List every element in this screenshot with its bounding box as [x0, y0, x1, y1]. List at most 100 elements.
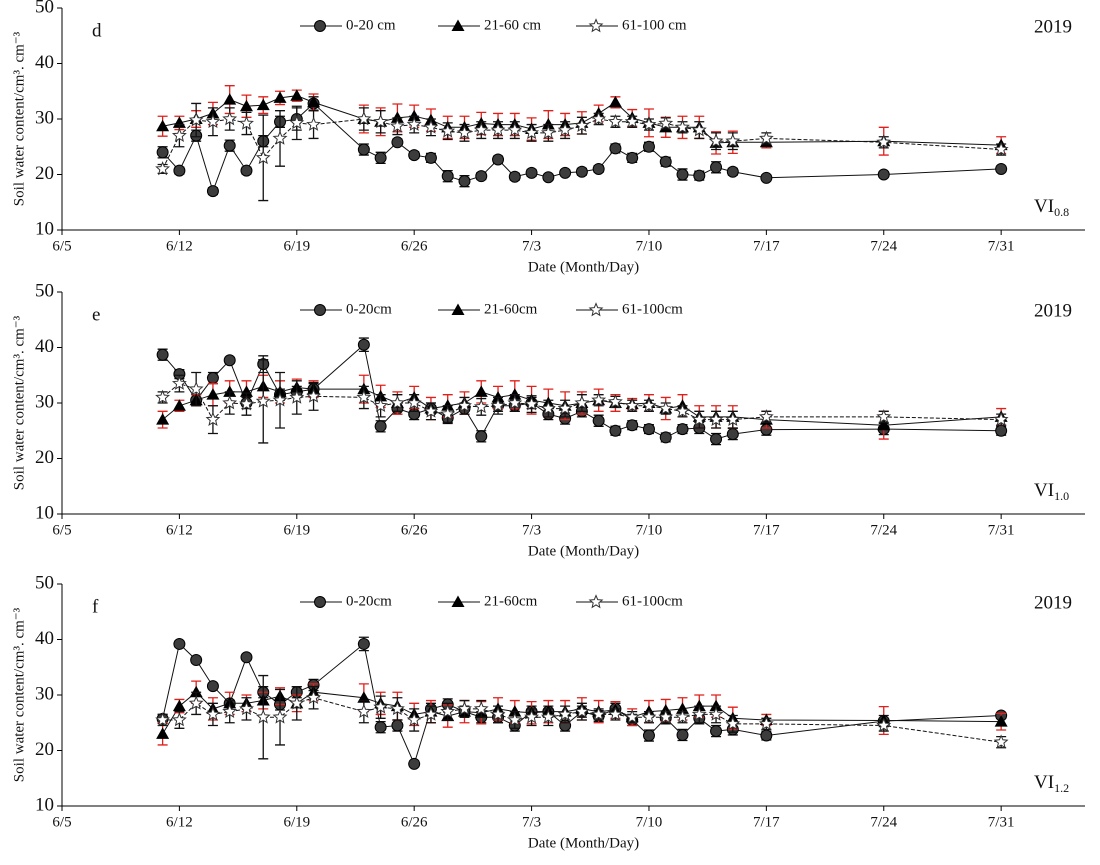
- data-point: [440, 406, 456, 421]
- data-point: [993, 734, 1009, 749]
- data-point: [356, 111, 372, 126]
- data-point: [642, 140, 655, 153]
- y-tick-label: 40: [35, 336, 54, 357]
- data-point: [492, 153, 505, 166]
- data-point: [306, 388, 321, 403]
- data-point: [994, 715, 1008, 727]
- data-point: [389, 395, 405, 410]
- x-tick-label: 7/24: [870, 522, 897, 538]
- data-point: [473, 701, 489, 716]
- x-tick-label: 7/31: [988, 814, 1015, 830]
- legend-marker: [314, 304, 326, 316]
- data-point: [441, 170, 454, 183]
- data-point: [675, 119, 690, 134]
- data-point: [188, 695, 204, 710]
- data-point: [307, 95, 321, 108]
- data-point: [240, 164, 253, 177]
- data-point: [156, 119, 170, 132]
- x-tick-label: 7/31: [988, 522, 1015, 538]
- data-point: [458, 175, 471, 188]
- data-point: [675, 709, 690, 724]
- data-point: [708, 411, 724, 426]
- legend-label: 61-100 cm: [622, 17, 687, 33]
- data-point: [171, 712, 187, 727]
- data-point: [206, 680, 219, 693]
- data-point: [205, 706, 221, 721]
- data-point: [190, 654, 203, 667]
- data-point: [607, 113, 623, 129]
- data-point: [490, 706, 506, 721]
- data-point: [155, 161, 171, 176]
- data-point: [557, 122, 573, 137]
- data-point: [239, 115, 254, 130]
- year: 2019: [1034, 300, 1072, 321]
- data-point: [609, 424, 622, 437]
- data-point: [626, 151, 639, 164]
- data-point: [758, 409, 774, 424]
- data-point: [559, 166, 572, 179]
- data-point: [592, 162, 605, 175]
- data-point: [541, 118, 555, 130]
- data-point: [993, 141, 1009, 156]
- data-point: [608, 95, 622, 108]
- data-point: [710, 433, 723, 446]
- data-point: [725, 411, 741, 426]
- y-tick-label: 50: [35, 572, 54, 593]
- annotation-sub: 1.2: [1054, 781, 1069, 795]
- data-point: [708, 133, 724, 148]
- data-point: [490, 122, 506, 137]
- x-tick-label: 7/3: [522, 238, 541, 254]
- y-tick-label: 30: [35, 683, 54, 704]
- x-tick-label: 6/5: [52, 522, 71, 538]
- data-point: [473, 122, 489, 137]
- data-point: [507, 395, 523, 410]
- legend-marker: [588, 302, 604, 317]
- data-point: [356, 389, 372, 404]
- data-point: [272, 130, 288, 145]
- data-point: [408, 757, 421, 770]
- data-point: [389, 701, 405, 716]
- data-point: [726, 428, 739, 441]
- data-point: [391, 136, 404, 149]
- data-point: [557, 706, 573, 721]
- x-tick-label: 7/17: [753, 238, 780, 254]
- x-tick-label: 7/10: [636, 814, 663, 830]
- data-point: [423, 706, 439, 721]
- x-tick-label: 6/26: [401, 238, 428, 254]
- data-point: [659, 155, 672, 168]
- annotation-main: VI: [1034, 772, 1054, 793]
- data-point: [508, 705, 522, 717]
- x-tick-label: 6/19: [283, 238, 310, 254]
- legend-label: 21-60cm: [484, 301, 538, 317]
- data-point: [290, 89, 304, 101]
- data-point: [391, 719, 404, 732]
- data-point: [475, 170, 488, 183]
- data-point: [173, 164, 186, 177]
- x-tick-label: 7/24: [870, 238, 897, 254]
- data-point: [507, 122, 523, 137]
- x-tick-label: 6/5: [52, 814, 71, 830]
- data-point: [524, 125, 540, 140]
- x-tick-label: 6/12: [166, 522, 193, 538]
- data-point: [206, 185, 219, 198]
- data-point: [457, 125, 472, 140]
- data-point: [574, 117, 590, 132]
- x-tick-label: 6/26: [401, 522, 428, 538]
- legend-marker: [588, 18, 604, 33]
- data-point: [173, 637, 186, 650]
- data-point: [156, 413, 170, 425]
- data-point: [676, 168, 689, 181]
- legend-marker: [451, 19, 465, 31]
- data-point: [171, 127, 187, 142]
- data-point: [642, 423, 655, 436]
- data-point: [557, 400, 573, 415]
- data-point: [708, 706, 724, 721]
- data-point: [475, 430, 488, 443]
- data-point: [272, 709, 288, 724]
- data-point: [658, 709, 674, 724]
- data-point: [490, 398, 506, 413]
- data-point: [725, 716, 741, 731]
- data-point: [289, 115, 305, 130]
- data-point: [877, 168, 890, 181]
- data-point: [710, 725, 723, 738]
